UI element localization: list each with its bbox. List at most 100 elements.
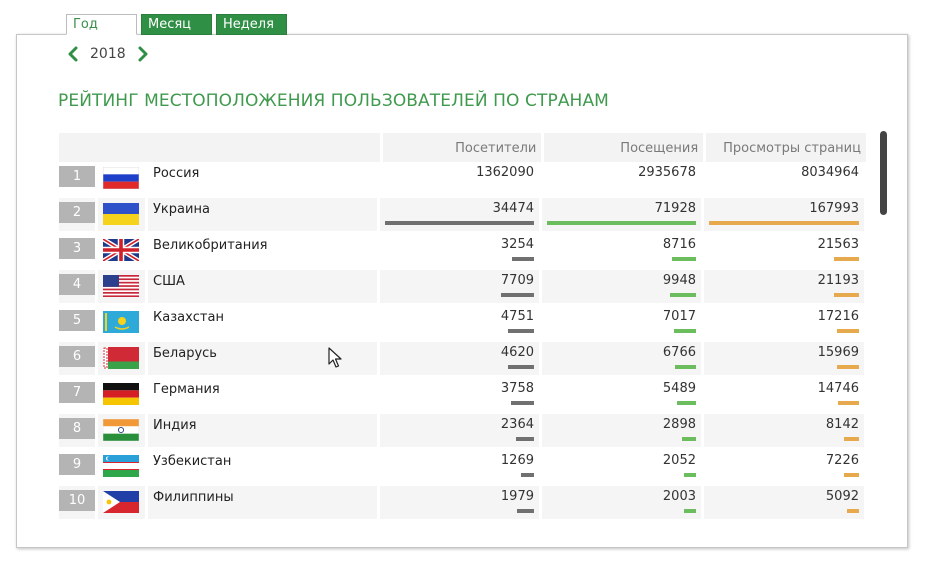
- visitors-value: 3254: [500, 237, 534, 252]
- uzbekistan-flag-icon: [103, 455, 139, 477]
- rank-cell: 2: [59, 198, 95, 231]
- visitors-value: 3758: [500, 381, 534, 396]
- country-cell: Филиппины: [148, 486, 377, 519]
- country-cell: Узбекистан: [148, 450, 377, 483]
- table-row[interactable]: 3 Великобритания 3254 8716 21563: [59, 234, 866, 267]
- country-name: Индия: [153, 418, 197, 433]
- pageviews-bar: [837, 329, 859, 333]
- visitors-cell: 7709: [380, 270, 539, 303]
- rank-number: 1: [59, 166, 95, 187]
- visits-bar: [670, 293, 696, 297]
- table-row[interactable]: 2 Украина 34474 71928 167993: [59, 198, 866, 231]
- flag-cell: [98, 378, 145, 411]
- country-cell: Беларусь: [148, 342, 377, 375]
- visits-bar: [547, 221, 696, 225]
- rank-number: 5: [59, 310, 95, 331]
- visits-cell: 71928: [542, 198, 701, 231]
- chevron-left-icon[interactable]: [65, 45, 81, 63]
- visitors-bar: [517, 509, 534, 513]
- visits-cell: 6766: [542, 342, 701, 375]
- header-visitors: Посетители: [382, 133, 542, 162]
- visitors-bar: [511, 401, 534, 405]
- page-title: РЕЙТИНГ МЕСТОПОЛОЖЕНИЯ ПОЛЬЗОВАТЕЛЕЙ ПО …: [58, 91, 609, 111]
- flag-cell: [98, 306, 145, 339]
- tab-month[interactable]: Месяц: [141, 14, 212, 35]
- visits-cell: 5489: [542, 378, 701, 411]
- country-cell: Россия: [148, 162, 377, 195]
- country-cell: Украина: [148, 198, 377, 231]
- header-visits: Посещения: [544, 133, 704, 162]
- rank-cell: 10: [59, 486, 95, 519]
- table-row[interactable]: 10 Филиппины 1979 2003 5092: [59, 486, 866, 519]
- rank-cell: 8: [59, 414, 95, 447]
- tab-year[interactable]: Год: [66, 14, 137, 35]
- country-name: Филиппины: [153, 490, 234, 505]
- visits-bar: [684, 473, 696, 477]
- india-flag-icon: [103, 419, 139, 441]
- flag-cell: [98, 234, 145, 267]
- rank-number: 9: [59, 454, 95, 475]
- visitors-bar: [501, 293, 534, 297]
- visits-value: 71928: [654, 201, 696, 216]
- rank-number: 3: [59, 238, 95, 259]
- countries-table: Посетители Посещения Просмотры страниц 1…: [59, 133, 866, 519]
- philippines-flag-icon: [103, 491, 139, 513]
- visits-value: 8716: [662, 237, 696, 252]
- visits-bar: [684, 509, 696, 513]
- pageviews-bar: [837, 365, 859, 369]
- pageviews-value: 21563: [817, 237, 859, 252]
- flag-cell: [98, 450, 145, 483]
- tab-week[interactable]: Неделя: [216, 14, 287, 35]
- visitors-cell: 3254: [380, 234, 539, 267]
- rank-number: 6: [59, 346, 95, 367]
- country-name: Украина: [153, 202, 210, 217]
- visits-cell: 2052: [542, 450, 701, 483]
- pageviews-bar: [844, 473, 859, 477]
- visitors-value: 7709: [500, 273, 534, 288]
- pageviews-cell: 8034964: [704, 162, 864, 195]
- header-blank: [59, 133, 380, 162]
- pageviews-value: 21193: [817, 273, 859, 288]
- visits-cell: 2003: [542, 486, 701, 519]
- visits-value: 2052: [662, 453, 696, 468]
- chevron-right-icon[interactable]: [135, 45, 151, 63]
- table-body: 1 Россия 1362090 2935678 8034964 2 Украина 3447…: [59, 162, 866, 519]
- ukraine-flag-icon: [103, 203, 139, 225]
- visits-value: 2898: [662, 417, 696, 432]
- country-cell: Великобритания: [148, 234, 377, 267]
- current-year: 2018: [90, 46, 126, 62]
- visitors-cell: 34474: [380, 198, 539, 231]
- visits-cell: 2898: [542, 414, 701, 447]
- table-row[interactable]: 6 Беларусь 4620 6766 15969: [59, 342, 866, 375]
- flag-cell: [98, 414, 145, 447]
- rank-number: 7: [59, 382, 95, 403]
- visits-bar: [674, 329, 696, 333]
- pageviews-value: 7226: [825, 453, 859, 468]
- visitors-bar: [512, 257, 534, 261]
- pageviews-cell: 7226: [704, 450, 864, 483]
- rank-cell: 9: [59, 450, 95, 483]
- mouse-cursor-icon: [328, 347, 342, 368]
- flag-cell: [98, 198, 145, 231]
- visitors-cell: 1362090: [380, 162, 539, 195]
- table-row[interactable]: 1 Россия 1362090 2935678 8034964: [59, 162, 866, 195]
- table-row[interactable]: 5 Казахстан 4751 7017 17216: [59, 306, 866, 339]
- pageviews-cell: 167993: [704, 198, 864, 231]
- rank-number: 8: [59, 418, 95, 439]
- visits-cell: 2935678: [542, 162, 701, 195]
- visitors-value: 4751: [500, 309, 534, 324]
- belarus-flag-icon: [103, 347, 139, 369]
- visitors-bar: [508, 365, 534, 369]
- table-row[interactable]: 7 Германия 3758 5489 14746: [59, 378, 866, 411]
- country-cell: Германия: [148, 378, 377, 411]
- visitors-value: 34474: [492, 201, 534, 216]
- table-row[interactable]: 8 Индия 2364 2898 8142: [59, 414, 866, 447]
- table-row[interactable]: 4 США 7709 9948 21193: [59, 270, 866, 303]
- year-navigation: 2018: [65, 45, 151, 63]
- pageviews-cell: 15969: [704, 342, 864, 375]
- header-pageviews: Просмотры страниц: [706, 133, 866, 162]
- period-tabs: Год Месяц Неделя: [66, 14, 287, 35]
- uk-flag-icon: [103, 239, 139, 261]
- scrollbar[interactable]: [880, 131, 887, 215]
- table-row[interactable]: 9 Узбекистан 1269 2052 7226: [59, 450, 866, 483]
